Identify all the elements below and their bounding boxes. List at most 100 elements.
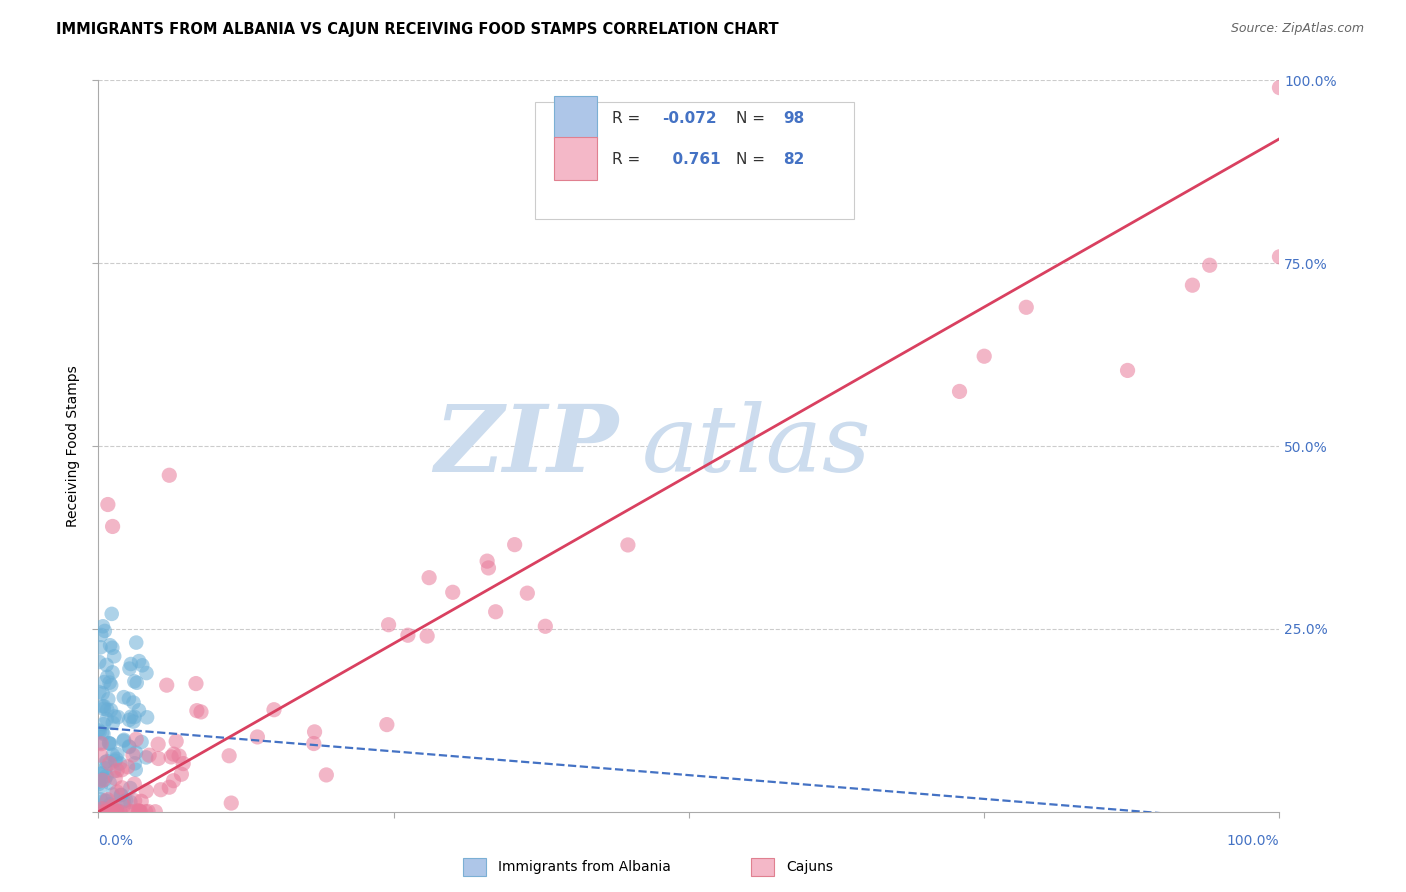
Point <box>111 780 134 795</box>
Text: Immigrants from Albania: Immigrants from Albania <box>498 860 671 874</box>
Point <box>131 658 153 673</box>
Point <box>87 777 110 791</box>
Point <box>94 805 117 819</box>
Point <box>128 805 150 819</box>
Point <box>105 805 128 819</box>
Point <box>118 739 141 754</box>
Point <box>90 748 112 763</box>
Point <box>1116 363 1139 377</box>
Point <box>120 780 142 795</box>
Point <box>97 498 120 512</box>
Point <box>100 678 122 692</box>
Point <box>124 710 146 724</box>
Point <box>128 654 150 668</box>
Text: N =: N = <box>737 152 770 167</box>
Point <box>115 793 138 807</box>
Point <box>219 796 242 810</box>
Point <box>534 619 557 633</box>
Point <box>105 764 128 778</box>
Point <box>94 772 117 787</box>
FancyBboxPatch shape <box>536 103 855 219</box>
Point <box>98 776 121 790</box>
Point <box>105 785 128 799</box>
Point <box>156 678 179 692</box>
Point <box>94 624 117 638</box>
Point <box>1198 258 1220 272</box>
Point <box>96 805 118 819</box>
Point <box>1268 250 1291 264</box>
Point <box>98 736 121 750</box>
Y-axis label: Receiving Food Stamps: Receiving Food Stamps <box>66 365 80 527</box>
Point <box>93 675 115 690</box>
Point <box>98 805 121 819</box>
Point <box>90 737 112 751</box>
Point <box>103 709 125 723</box>
Point <box>170 767 193 781</box>
Point <box>163 747 186 761</box>
Point <box>143 805 166 819</box>
Point <box>503 538 526 552</box>
Point <box>148 751 170 765</box>
Point <box>418 571 440 585</box>
Point <box>97 692 120 706</box>
Text: 98: 98 <box>783 111 804 126</box>
Point <box>118 739 141 754</box>
Point <box>375 717 398 731</box>
Point <box>135 784 157 798</box>
Point <box>90 772 112 787</box>
Point <box>128 703 150 717</box>
Point <box>90 766 112 780</box>
Point <box>96 657 118 672</box>
Point <box>108 756 131 771</box>
Point <box>98 675 121 690</box>
Point <box>263 703 285 717</box>
Point <box>218 748 240 763</box>
Point <box>89 767 111 781</box>
Point <box>90 780 112 794</box>
Point <box>136 805 159 819</box>
Point <box>948 384 970 399</box>
Point <box>973 349 995 363</box>
Point <box>112 798 135 813</box>
Point <box>149 782 172 797</box>
Text: R =: R = <box>612 152 645 167</box>
Point <box>90 640 112 655</box>
Point <box>103 764 125 779</box>
Point <box>101 799 124 814</box>
Point <box>101 747 124 762</box>
Point <box>100 737 122 751</box>
Point <box>1268 80 1291 95</box>
Point <box>120 709 142 723</box>
Point <box>110 788 132 802</box>
Point <box>120 657 142 671</box>
Point <box>91 725 114 739</box>
Point <box>87 655 110 669</box>
Point <box>122 696 145 710</box>
Text: -0.072: -0.072 <box>662 111 717 126</box>
Point <box>90 805 112 819</box>
Point <box>105 805 128 819</box>
Point <box>98 736 121 750</box>
Point <box>485 605 508 619</box>
Point <box>315 768 337 782</box>
Point <box>96 703 118 717</box>
Point <box>87 774 110 789</box>
Point <box>96 805 118 819</box>
Point <box>94 761 117 775</box>
Point <box>96 754 118 768</box>
Point <box>110 805 132 819</box>
Point <box>91 805 114 819</box>
Point <box>516 586 538 600</box>
Point <box>96 805 118 819</box>
Point <box>1181 278 1204 293</box>
Point <box>96 793 118 807</box>
Point <box>112 690 135 705</box>
Point <box>87 723 110 738</box>
Point <box>120 795 142 809</box>
Point <box>101 519 124 533</box>
Point <box>184 676 207 690</box>
Point <box>125 732 148 747</box>
Point <box>96 712 118 726</box>
Text: 0.0%: 0.0% <box>98 834 134 848</box>
Point <box>111 763 134 777</box>
